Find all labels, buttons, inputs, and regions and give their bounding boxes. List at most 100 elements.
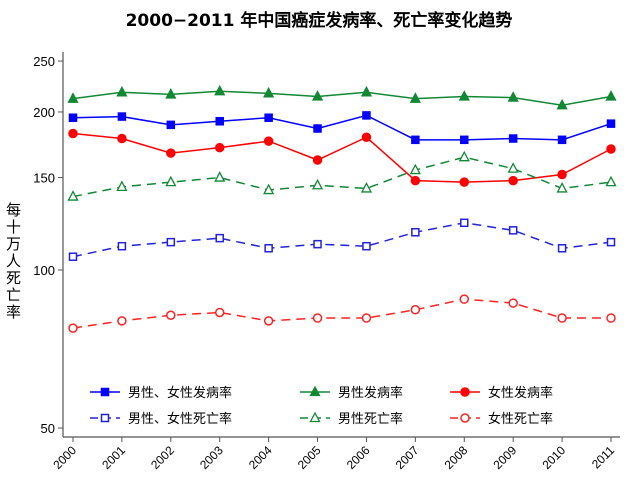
- y-tick-label: 50: [41, 421, 55, 436]
- x-tick-label: 2006: [344, 443, 373, 472]
- legend-marker-5: [460, 413, 470, 423]
- data-point-3-11: [606, 237, 616, 247]
- data-point-2-6: [361, 132, 372, 143]
- x-tick-label: 2007: [393, 443, 422, 472]
- data-point-4-0: [67, 190, 79, 201]
- data-point-4-1: [116, 180, 128, 192]
- data-point-0-3: [215, 117, 224, 126]
- data-point-4-8: [458, 150, 470, 162]
- data-point-1-10: [556, 98, 568, 110]
- data-point-0-0: [68, 113, 78, 122]
- legend-marker-0: [100, 387, 110, 397]
- data-point-4-6: [360, 182, 373, 193]
- data-point-1-0: [67, 92, 79, 103]
- legend-marker-3: [100, 413, 110, 423]
- data-point-2-10: [557, 169, 567, 180]
- x-tick-label: 2004: [246, 443, 275, 472]
- data-point-2-8: [459, 177, 470, 187]
- x-tick-label: 2003: [197, 443, 226, 472]
- data-point-2-9: [508, 175, 518, 186]
- data-point-0-8: [460, 135, 469, 145]
- data-point-4-11: [605, 175, 617, 187]
- x-tick-label: 2008: [442, 443, 471, 472]
- data-point-1-9: [507, 91, 519, 102]
- data-point-3-0: [68, 252, 78, 261]
- data-point-2-11: [606, 144, 616, 154]
- data-point-2-5: [312, 155, 323, 165]
- data-point-4-10: [556, 182, 568, 193]
- data-point-0-2: [166, 120, 176, 130]
- series-line-0: [72, 114, 612, 141]
- data-point-3-5: [313, 239, 322, 249]
- data-point-5-11: [606, 313, 616, 323]
- data-point-0-6: [362, 111, 371, 120]
- x-tick-label: 2011: [589, 443, 617, 471]
- data-point-5-5: [312, 313, 323, 323]
- x-tick-label: 2010: [539, 443, 568, 472]
- data-point-1-8: [458, 90, 470, 101]
- y-tick-label: 100: [33, 263, 55, 278]
- data-point-2-2: [166, 148, 176, 158]
- data-point-4-5: [311, 178, 324, 190]
- data-point-5-8: [459, 294, 470, 304]
- x-tick-label: 2005: [295, 443, 324, 472]
- x-tick-label: 2002: [148, 443, 177, 472]
- legend-label: 女性发病率: [488, 385, 553, 401]
- x-tick-label: 2009: [491, 443, 520, 472]
- data-point-3-4: [264, 244, 273, 253]
- data-point-3-8: [460, 218, 469, 228]
- legend-label: 男性死亡率: [338, 411, 403, 427]
- data-point-4-2: [165, 175, 177, 187]
- chart-title: 2000−2011 年中国癌症发病率、死亡率变化趋势: [125, 11, 513, 31]
- legend-marker-2: [460, 387, 470, 397]
- data-point-5-3: [214, 307, 225, 318]
- series-line-1: [72, 90, 612, 106]
- data-point-5-10: [557, 313, 567, 323]
- data-point-4-9: [507, 162, 519, 173]
- legend-label: 男性发病率: [338, 385, 403, 401]
- data-point-0-7: [411, 135, 420, 145]
- y-tick-label: 150: [33, 171, 55, 186]
- data-point-0-10: [557, 135, 567, 145]
- data-point-1-3: [214, 84, 226, 96]
- data-point-3-9: [508, 226, 518, 235]
- data-point-1-11: [605, 90, 617, 101]
- data-point-1-4: [263, 86, 275, 98]
- data-point-5-6: [361, 313, 372, 323]
- legend-label: 男性、女性死亡率: [128, 411, 232, 427]
- data-point-3-6: [362, 241, 371, 251]
- data-point-2-1: [117, 133, 127, 144]
- x-tick-label: 2001: [99, 443, 128, 472]
- data-point-3-2: [166, 237, 176, 247]
- data-point-3-1: [117, 241, 127, 251]
- data-point-0-9: [508, 134, 518, 143]
- data-point-5-0: [68, 323, 78, 333]
- data-point-1-2: [165, 88, 177, 99]
- data-point-1-7: [409, 92, 421, 103]
- data-point-5-2: [166, 310, 176, 320]
- legend-marker-1: [309, 385, 321, 397]
- data-point-5-9: [508, 298, 518, 308]
- data-point-1-1: [116, 85, 128, 97]
- data-point-0-5: [313, 124, 322, 133]
- data-point-0-11: [606, 119, 616, 128]
- data-point-4-7: [409, 163, 421, 175]
- data-point-1-5: [311, 90, 324, 101]
- series-line-3: [72, 222, 612, 258]
- data-point-5-7: [410, 305, 421, 315]
- data-point-3-10: [557, 244, 567, 253]
- data-point-2-3: [214, 142, 225, 153]
- data-point-0-1: [117, 112, 127, 121]
- y-axis-label: 每十万人死亡率: [6, 201, 22, 321]
- data-point-5-4: [263, 316, 274, 326]
- x-tick-label: 2000: [50, 443, 79, 472]
- series-line-2: [72, 132, 612, 183]
- data-point-5-1: [117, 316, 127, 326]
- data-point-0-4: [264, 113, 273, 122]
- data-point-2-7: [410, 175, 421, 186]
- legend-label: 女性死亡率: [488, 411, 553, 427]
- data-point-4-3: [214, 171, 226, 182]
- legend-marker-4: [309, 411, 321, 423]
- y-tick-label: 250: [33, 54, 55, 69]
- data-point-3-7: [411, 228, 420, 237]
